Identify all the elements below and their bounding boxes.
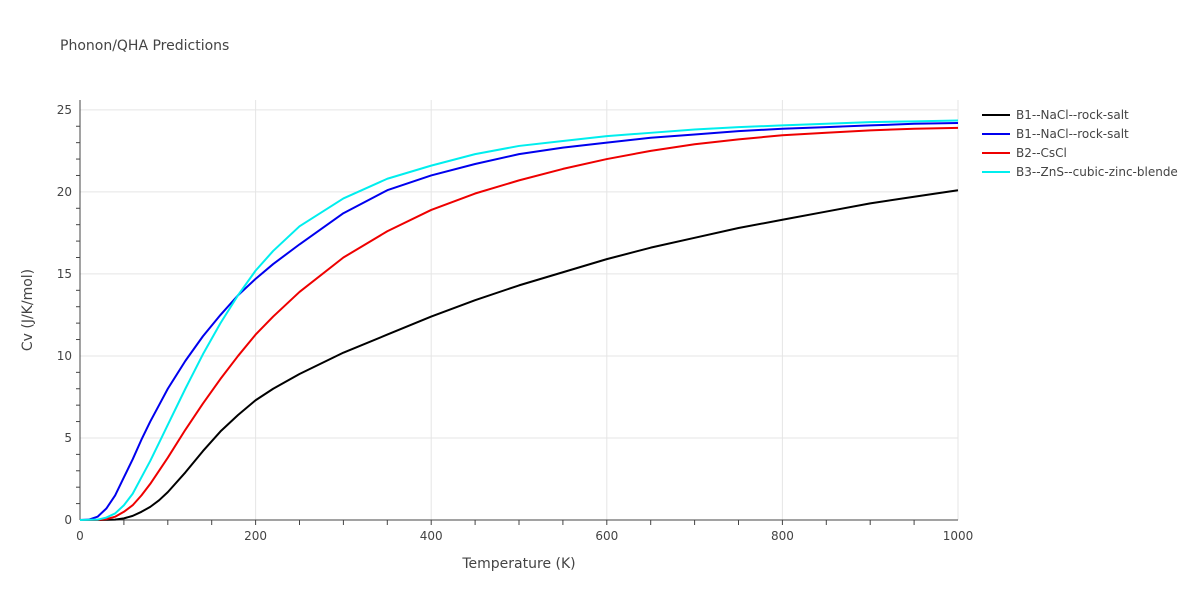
x-tick-label: 600 [595,529,618,543]
legend-label: B2--CsCl [1016,146,1067,160]
tick-layer: 0 200 400 600 800 1000 0 5 10 15 20 25 [57,103,974,543]
y-tick-label: 5 [64,431,72,445]
y-tick-label: 20 [57,185,72,199]
y-tick-label: 0 [64,513,72,527]
x-tick-label: 800 [771,529,794,543]
chart-title: Phonon/QHA Predictions [60,38,229,54]
legend-item-3[interactable]: B2--CsCl [982,146,1067,160]
legend[interactable]: B1--NaCl--rock-salt B1--NaCl--rock-salt B2… [982,108,1178,179]
series-line-3 [79,126,959,521]
legend-label: B1--NaCl--rock-salt [1016,108,1129,122]
series-line-4 [79,119,959,521]
legend-item-1[interactable]: B1--NaCl--rock-salt [982,108,1129,122]
legend-label: B1--NaCl--rock-salt [1016,127,1129,141]
axis-layer [76,100,958,525]
y-tick-label: 25 [57,103,72,117]
y-axis-title: Cv (J/K/mol) [20,269,36,351]
x-tick-label: 0 [76,529,84,543]
x-tick-label: 1000 [943,529,974,543]
legend-label: B3--ZnS--cubic-zinc-blende [1016,165,1178,179]
grid-layer [80,100,959,520]
x-axis-title: Temperature (K) [461,556,575,572]
series-line-2 [79,121,959,521]
legend-item-4[interactable]: B3--ZnS--cubic-zinc-blende [982,165,1178,179]
y-tick-label: 10 [57,349,72,363]
series-line-1 [80,189,959,521]
y-tick-label: 15 [57,267,72,281]
series-layer [79,119,959,521]
legend-item-2[interactable]: B1--NaCl--rock-salt [982,127,1129,141]
x-tick-label: 400 [420,529,443,543]
x-tick-label: 200 [244,529,267,543]
